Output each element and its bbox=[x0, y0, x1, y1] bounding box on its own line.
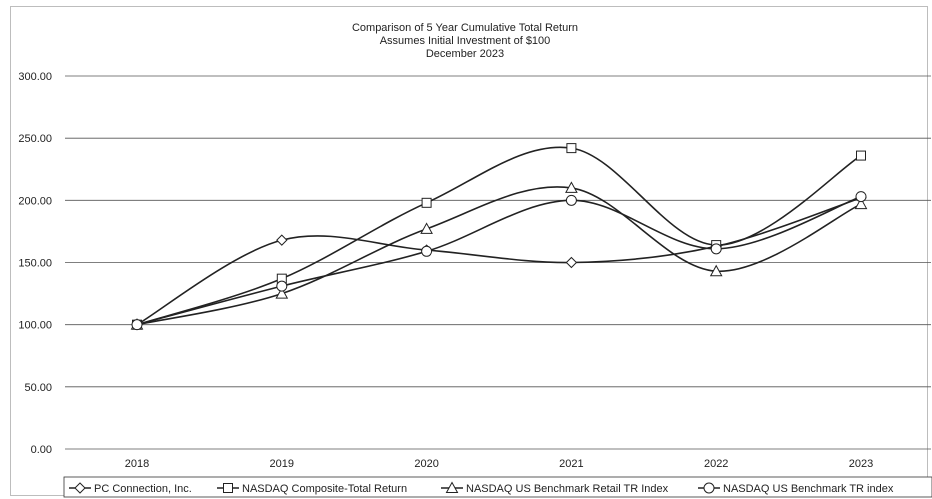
y-tick-label: 50.00 bbox=[24, 382, 52, 394]
legend-item: NASDAQ Composite-Total Return bbox=[217, 483, 407, 495]
grid-lines bbox=[65, 75, 931, 450]
legend-item: PC Connection, Inc. bbox=[69, 482, 192, 495]
series-line bbox=[136, 146, 862, 326]
chart-title: Comparison of 5 Year Cumulative Total Re… bbox=[352, 22, 578, 60]
legend-label: NASDAQ US Benchmark Retail TR Index bbox=[466, 483, 669, 495]
data-point bbox=[421, 197, 432, 208]
y-tick-label: 300.00 bbox=[18, 71, 52, 83]
data-point bbox=[565, 194, 577, 206]
legend-marker bbox=[445, 481, 459, 493]
data-point bbox=[565, 256, 578, 269]
data-point bbox=[276, 280, 288, 292]
data-point bbox=[276, 234, 288, 246]
legend: PC Connection, Inc. NASDAQ Composite-Tota… bbox=[63, 476, 932, 498]
legend-marker bbox=[703, 482, 715, 494]
chart-frame bbox=[10, 6, 928, 496]
y-tick-label: 100.00 bbox=[18, 320, 52, 332]
chart-title-line-3: December 2023 bbox=[426, 48, 504, 60]
data-point bbox=[855, 191, 867, 203]
legend-marker bbox=[74, 482, 86, 494]
legend-marker bbox=[223, 483, 233, 493]
series-triangle bbox=[130, 181, 868, 330]
legend-item: NASDAQ US Benchmark TR index bbox=[698, 482, 894, 495]
x-tick-label: 2023 bbox=[849, 458, 873, 470]
data-point bbox=[566, 143, 577, 154]
series-diamond bbox=[131, 192, 867, 331]
legend-label: PC Connection, Inc. bbox=[94, 483, 192, 495]
x-tick-label: 2022 bbox=[704, 458, 728, 470]
legend-box bbox=[63, 476, 932, 498]
data-point bbox=[565, 181, 578, 193]
data-point bbox=[856, 150, 866, 161]
data-point bbox=[710, 243, 722, 255]
x-tick-label: 2021 bbox=[559, 458, 583, 470]
y-tick-label: 150.00 bbox=[18, 258, 52, 270]
chart-title-line-2: Assumes Initial Investment of $100 bbox=[380, 35, 551, 47]
legend-label: NASDAQ Composite-Total Return bbox=[242, 483, 407, 495]
data-point bbox=[275, 287, 289, 299]
legend-label: NASDAQ US Benchmark TR index bbox=[723, 483, 894, 495]
y-tick-label: 250.00 bbox=[18, 133, 52, 145]
data-point bbox=[854, 197, 868, 210]
x-axis-ticks: 2018 2019 2020 2021 2022 2023 bbox=[125, 458, 873, 470]
series-line bbox=[136, 197, 862, 326]
y-tick-label: 200.00 bbox=[18, 195, 52, 207]
data-point bbox=[420, 222, 433, 234]
data-point bbox=[709, 264, 723, 277]
y-tick-label: 0.00 bbox=[31, 444, 52, 456]
x-tick-label: 2018 bbox=[125, 458, 149, 470]
series-line bbox=[136, 186, 862, 326]
data-point bbox=[421, 245, 433, 257]
y-axis-ticks: 0.00 50.00 100.00 150.00 200.00 250.00 300.00 bbox=[18, 71, 52, 456]
chart-title-line-1: Comparison of 5 Year Cumulative Total Re… bbox=[352, 22, 578, 34]
series-circle bbox=[131, 191, 867, 331]
series-line bbox=[136, 195, 862, 326]
legend-item: NASDAQ US Benchmark Retail TR Index bbox=[441, 481, 669, 495]
x-tick-label: 2020 bbox=[414, 458, 438, 470]
series-square bbox=[132, 143, 866, 330]
x-tick-label: 2019 bbox=[270, 458, 294, 470]
data-point bbox=[131, 319, 143, 331]
series-lines bbox=[130, 143, 868, 331]
